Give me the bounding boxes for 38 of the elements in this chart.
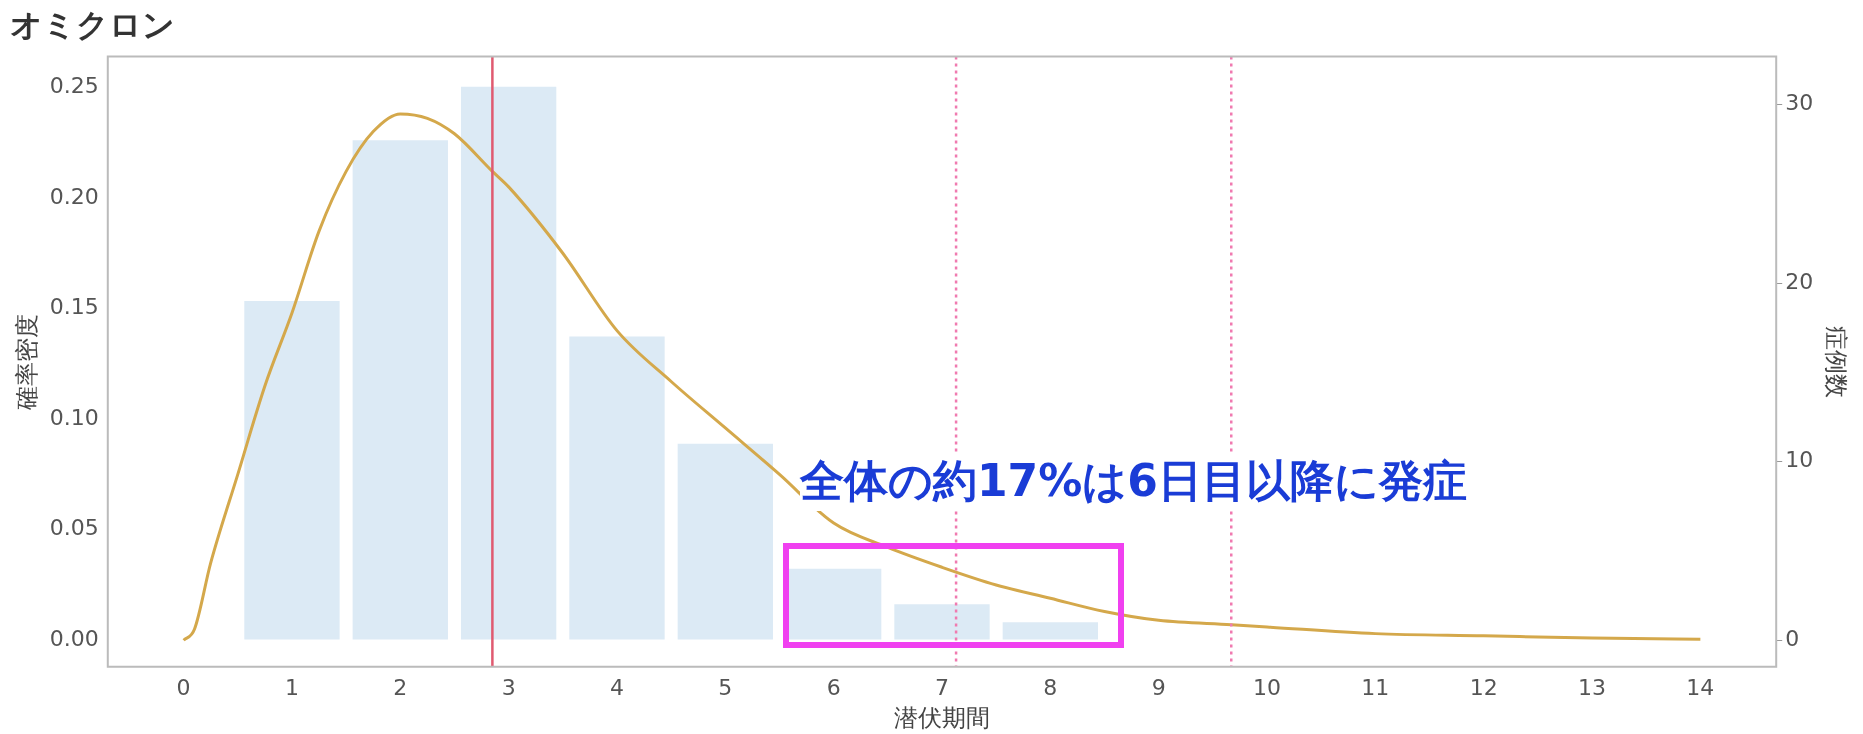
x-tick-label: 12 <box>1469 674 1498 700</box>
x-axis-title: 潜伏期間 <box>894 703 990 732</box>
y2-tick-label: 20 <box>1785 268 1814 294</box>
x-tick-label: 3 <box>501 674 516 700</box>
y-tick-label: 0.15 <box>49 294 99 320</box>
x-tick-label: 11 <box>1361 674 1390 700</box>
x-tick-label: 0 <box>176 674 191 700</box>
x-tick-label: 5 <box>718 674 733 700</box>
y-tick-label: 0.05 <box>49 515 99 541</box>
bar <box>894 604 990 640</box>
y2-tick-label: 10 <box>1785 447 1814 473</box>
line-series <box>182 112 1702 642</box>
x-tick-label: 10 <box>1253 674 1282 700</box>
x-tick-label: 1 <box>284 674 299 700</box>
bar <box>460 86 557 640</box>
bar <box>352 140 448 640</box>
x-tick-label: 6 <box>826 674 841 700</box>
y-tick-label: 0.20 <box>49 183 99 209</box>
x-tick-label: 14 <box>1686 674 1715 700</box>
bar <box>677 443 773 640</box>
x-tick-label: 2 <box>393 674 408 700</box>
bar <box>569 336 665 640</box>
bar <box>244 300 340 640</box>
y-tick-label: 0.10 <box>49 404 99 430</box>
x-tick-label: 13 <box>1578 674 1607 700</box>
x-tick-label: 4 <box>609 674 624 700</box>
y2-tick-label: 0 <box>1785 625 1800 651</box>
x-tick-label: 8 <box>1043 674 1058 700</box>
y2-axis-title: 症例数 <box>1822 325 1851 398</box>
y-tick-label: 0.00 <box>49 625 99 651</box>
annotation: 全体の約17%は6日目以降に発症 <box>800 452 1467 511</box>
x-tick-label: 7 <box>935 674 949 700</box>
bar <box>1002 622 1098 640</box>
y-axis-title: 確率密度 <box>12 313 41 411</box>
chart-title: オミクロン <box>10 5 175 44</box>
x-tick-label: 9 <box>1151 674 1166 700</box>
y2-tick-label: 30 <box>1785 90 1814 116</box>
y-tick-label: 0.25 <box>49 73 99 99</box>
